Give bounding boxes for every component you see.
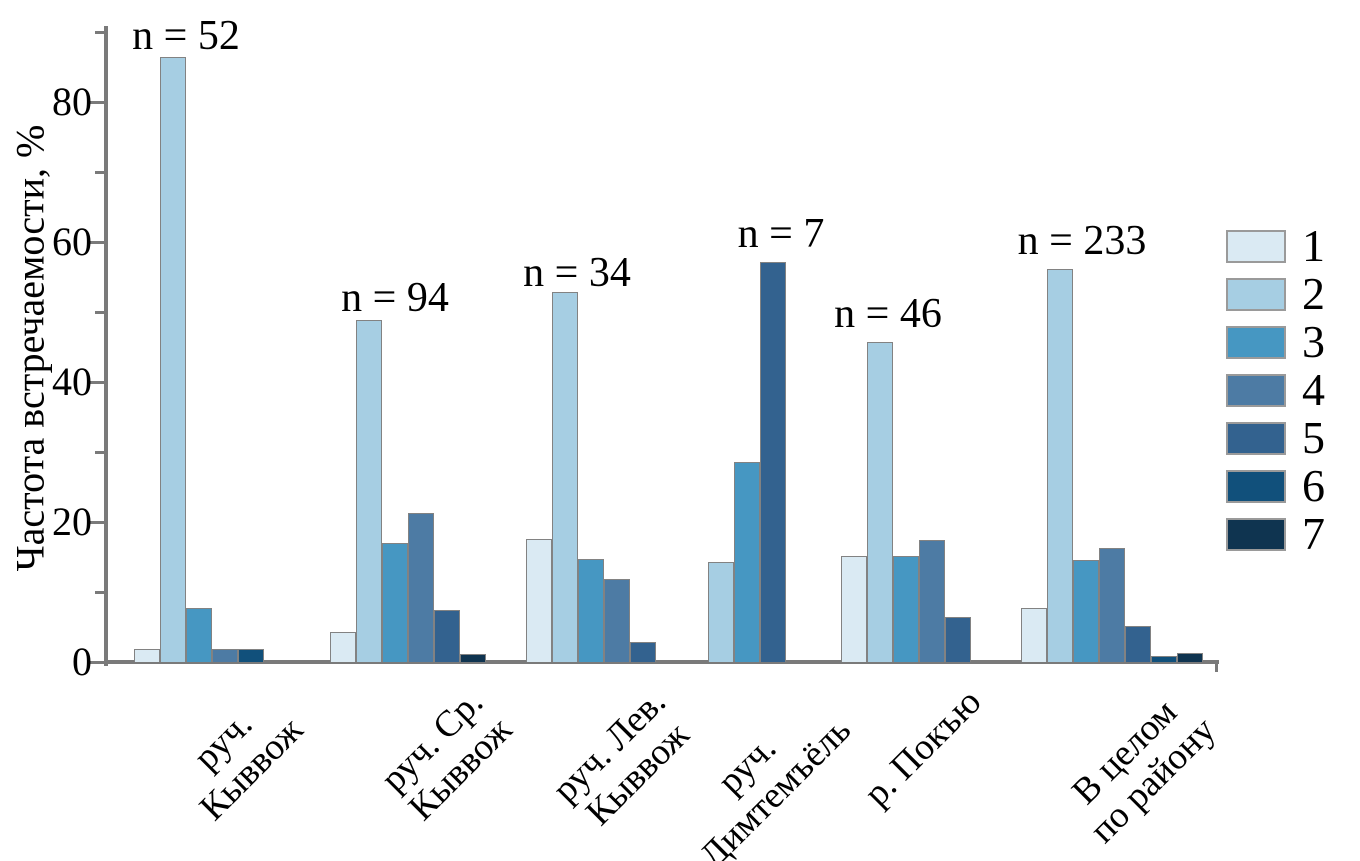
bar — [1073, 559, 1099, 662]
legend-item: 5 — [1226, 412, 1325, 463]
bar — [604, 579, 630, 662]
y-minor-tick — [95, 590, 104, 594]
bar — [212, 648, 238, 662]
x-category-label: руч. Димтемъёль — [691, 709, 859, 861]
legend-label: 3 — [1302, 316, 1325, 367]
bar — [1125, 625, 1151, 662]
y-minor-tick — [95, 310, 104, 314]
bar — [330, 631, 356, 662]
bar — [382, 543, 408, 662]
legend-swatch — [1226, 325, 1286, 359]
y-tick-label: 60 — [52, 219, 92, 264]
legend-item: 6 — [1226, 460, 1325, 511]
bar — [1151, 655, 1177, 662]
x-axis-end-tick — [1215, 660, 1218, 672]
legend-swatch — [1226, 277, 1286, 311]
x-category-label: руч. Кыввож — [185, 703, 311, 829]
bar — [160, 56, 186, 662]
bar — [434, 610, 460, 662]
legend-item: 3 — [1226, 316, 1325, 367]
bar — [578, 559, 604, 662]
sample-size-annotation: n = 52 — [132, 13, 240, 59]
sample-size-annotation: n = 46 — [834, 291, 942, 337]
bar — [526, 538, 552, 662]
bar — [841, 555, 867, 662]
sample-size-annotation: n = 7 — [737, 211, 825, 257]
bar — [1021, 608, 1047, 662]
bar — [552, 291, 578, 662]
bar — [134, 648, 160, 662]
legend-swatch — [1226, 517, 1286, 551]
bar — [734, 461, 760, 662]
bar — [867, 342, 893, 662]
bar — [356, 319, 382, 662]
y-major-tick — [90, 240, 104, 244]
y-minor-tick — [95, 450, 104, 454]
legend-label: 1 — [1302, 220, 1325, 271]
x-axis-line — [104, 660, 1219, 664]
y-major-tick — [90, 520, 104, 524]
bar — [708, 561, 734, 662]
y-tick-label: 0 — [72, 639, 92, 684]
x-category-label: руч. Ср. Кыввож — [372, 681, 520, 829]
legend-item: 2 — [1226, 268, 1325, 319]
legend-item: 7 — [1226, 508, 1325, 559]
legend-label: 4 — [1302, 364, 1325, 415]
y-major-tick — [90, 380, 104, 384]
y-minor-tick — [95, 30, 104, 34]
y-tick-label: 40 — [52, 359, 92, 404]
y-axis-line — [104, 26, 108, 666]
legend-swatch — [1226, 469, 1286, 503]
y-major-tick — [90, 100, 104, 104]
bar — [893, 555, 919, 662]
y-minor-tick — [95, 170, 104, 174]
bar — [919, 540, 945, 662]
legend-label: 6 — [1302, 460, 1325, 511]
legend-label: 2 — [1302, 268, 1325, 319]
y-tick-label: 20 — [52, 499, 92, 544]
bar — [460, 654, 486, 662]
bar — [1047, 268, 1073, 662]
sample-size-annotation: n = 94 — [341, 275, 449, 321]
bar — [945, 616, 971, 662]
sample-size-annotation: n = 233 — [1017, 218, 1147, 264]
legend-swatch — [1226, 421, 1286, 455]
bar — [238, 648, 264, 662]
x-category-label: В целом по району — [1064, 691, 1224, 852]
y-tick-label: 80 — [52, 79, 92, 124]
sample-size-annotation: n = 34 — [523, 250, 631, 296]
y-major-tick — [90, 660, 104, 664]
legend-label: 7 — [1302, 508, 1325, 559]
bar — [1177, 652, 1203, 662]
bar — [630, 641, 656, 662]
x-category-label: р. Покъю — [856, 681, 990, 815]
legend-item: 1 — [1226, 220, 1325, 271]
legend-swatch — [1226, 373, 1286, 407]
bar — [1099, 547, 1125, 662]
legend-label: 5 — [1302, 412, 1325, 463]
bar — [760, 262, 786, 662]
legend-item: 4 — [1226, 364, 1325, 415]
legend-swatch — [1226, 229, 1286, 263]
bar — [408, 512, 434, 662]
bar — [186, 608, 212, 662]
